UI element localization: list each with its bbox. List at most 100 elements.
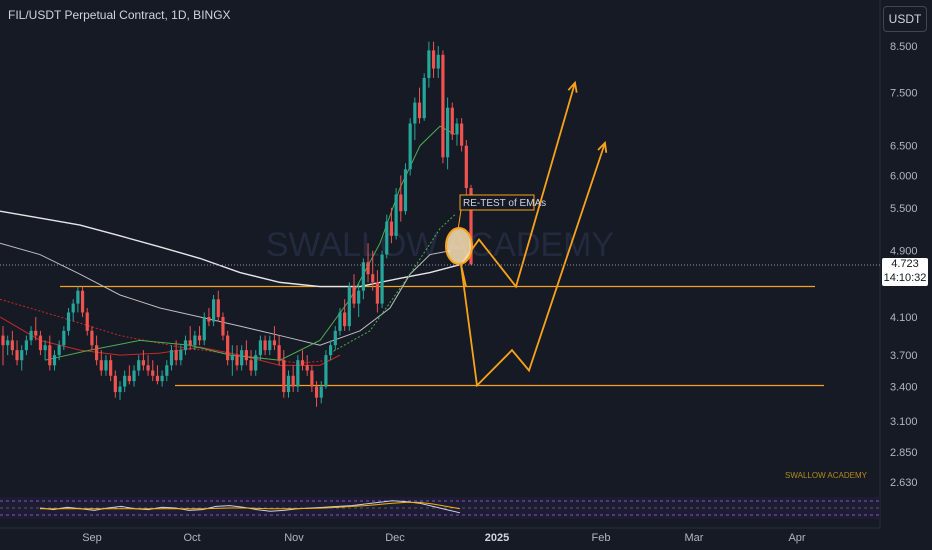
projection-path xyxy=(460,142,606,388)
candle-body xyxy=(455,123,459,135)
candle-body xyxy=(436,54,440,69)
candle-body xyxy=(282,360,286,393)
candle-body xyxy=(385,221,389,255)
candle-body xyxy=(286,375,291,393)
candle xyxy=(38,330,43,356)
candle-body xyxy=(417,102,422,119)
candle-body xyxy=(1,335,5,346)
candle xyxy=(403,163,408,215)
candle xyxy=(24,335,28,356)
candle xyxy=(338,308,342,336)
watermark-small: SWALLOW ACADEMY xyxy=(785,471,868,480)
candle xyxy=(137,355,141,376)
candle xyxy=(80,286,85,317)
annotation-text: RE-TEST of EMAs xyxy=(463,198,546,209)
candle xyxy=(427,41,431,88)
y-tick-label: 6.000 xyxy=(890,170,918,182)
candle xyxy=(352,274,356,309)
candle-body xyxy=(137,360,141,371)
candle xyxy=(188,326,192,351)
candle-body xyxy=(20,350,24,361)
candle-body xyxy=(357,290,361,304)
currency-button[interactable]: USDT xyxy=(883,6,927,32)
candle xyxy=(310,365,314,393)
candle-body xyxy=(216,299,220,317)
candle-body xyxy=(403,169,408,212)
candle-body xyxy=(146,365,150,371)
candle xyxy=(385,214,389,259)
candle xyxy=(71,299,75,322)
candle-body xyxy=(343,312,347,327)
candle-body xyxy=(305,365,309,371)
oscillator-signal-line xyxy=(40,501,461,510)
x-tick-label: Mar xyxy=(685,532,704,544)
candle xyxy=(57,340,61,361)
candle xyxy=(118,381,122,400)
candle xyxy=(431,41,436,78)
bar-countdown: 14:10:32 xyxy=(883,272,927,284)
candle xyxy=(6,335,10,356)
candle-body xyxy=(90,330,94,346)
candle xyxy=(324,350,328,389)
candle-body xyxy=(48,345,52,366)
candle xyxy=(460,118,464,152)
candle xyxy=(240,345,244,371)
oscillator-pane xyxy=(0,497,880,519)
candle-body xyxy=(244,350,248,361)
y-tick-label: 7.500 xyxy=(890,88,918,100)
y-tick-label: 4.900 xyxy=(890,246,918,258)
candle-body xyxy=(104,360,108,371)
candle-body xyxy=(57,345,61,356)
candle xyxy=(76,286,80,313)
candle-body xyxy=(193,335,197,346)
candle-body xyxy=(109,360,113,376)
candle-body xyxy=(179,350,183,361)
time-axis[interactable]: Sep Oct Nov Dec 2025 Feb Mar Apr xyxy=(82,532,806,544)
candle xyxy=(85,308,89,336)
candle xyxy=(34,316,38,341)
candle xyxy=(375,270,379,313)
x-tick-label: Apr xyxy=(788,532,805,544)
candle xyxy=(109,355,113,382)
candle xyxy=(319,381,323,404)
candle xyxy=(113,370,117,398)
candle xyxy=(174,340,178,366)
candle-body xyxy=(347,286,351,327)
candle-body xyxy=(272,340,277,346)
candle xyxy=(441,50,445,164)
candle xyxy=(389,207,394,244)
candle-body xyxy=(460,123,464,146)
annotation-connector xyxy=(457,209,462,231)
candle-body xyxy=(230,355,234,361)
candle-body xyxy=(226,335,230,361)
candle xyxy=(305,355,309,376)
candle-body xyxy=(10,340,14,351)
candle-body xyxy=(310,370,314,387)
y-tick-label: 2.850 xyxy=(890,447,918,459)
candle-body xyxy=(366,262,370,275)
candle xyxy=(29,326,33,346)
candle xyxy=(141,350,145,371)
y-tick-label: 5.500 xyxy=(890,203,918,215)
candle-body xyxy=(268,340,272,351)
candle-body xyxy=(413,102,417,124)
candle xyxy=(366,243,370,283)
price-axis[interactable]: 8.500 7.500 6.500 6.000 5.500 4.900 4.100 3.700… xyxy=(890,41,918,489)
candle-body xyxy=(80,290,85,313)
candle-body xyxy=(155,375,160,382)
candle-body xyxy=(375,282,379,304)
candle-body xyxy=(380,254,384,304)
candle xyxy=(450,102,454,141)
candle xyxy=(183,335,188,356)
candle-body xyxy=(324,355,328,387)
candle-body xyxy=(202,316,206,341)
candle-body xyxy=(99,360,103,371)
candle-body xyxy=(427,50,431,78)
candle xyxy=(263,335,267,356)
y-tick-label: 3.700 xyxy=(890,350,918,362)
candle-body xyxy=(160,375,164,382)
candle-body xyxy=(277,345,281,361)
y-tick-label: 3.400 xyxy=(890,382,918,394)
